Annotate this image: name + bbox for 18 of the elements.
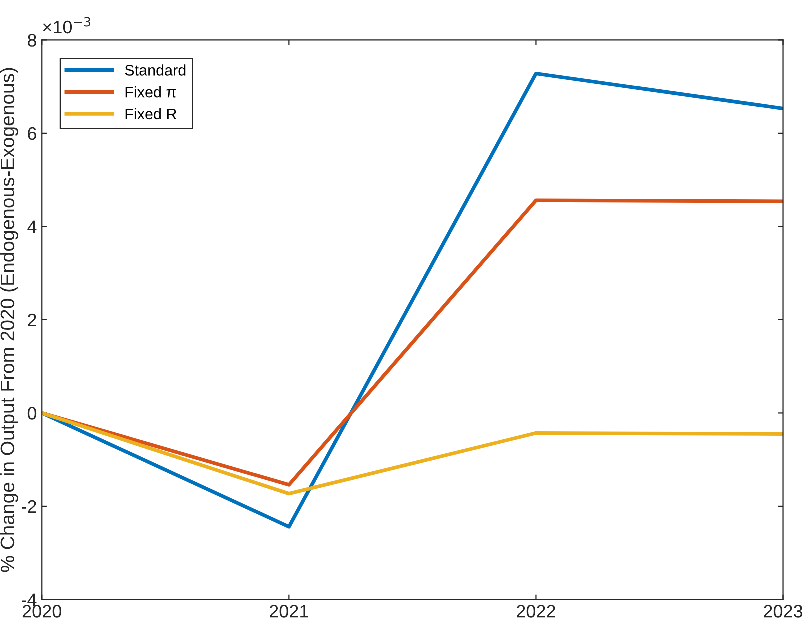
x-tick-label: 2021 [270,605,308,618]
y-tick-label: 2 [28,314,36,326]
y-axis-title: % Change in Output From 2020 (Endogenous-Exogenous) [0,68,18,572]
x-tick-label: 2023 [764,605,803,618]
line-series [42,198,784,487]
x-tick-label: 2022 [517,605,556,618]
legend-label: Standard [125,64,186,76]
y-tick-label: 4 [28,220,37,234]
y-tick-label: 0 [28,407,37,420]
y-tick-label: 6 [28,127,36,140]
line-series [42,411,784,496]
y-tick-label: -4 [22,594,37,606]
legend-label: Fixed R [126,108,177,120]
x-tick-label: 2020 [22,605,62,618]
text: ×10$^{−3}$ [43,17,91,34]
legend-label: Fixed π [126,86,176,98]
y-tick-label: -2 [22,500,36,514]
y-tick-label: 8 [28,34,36,47]
